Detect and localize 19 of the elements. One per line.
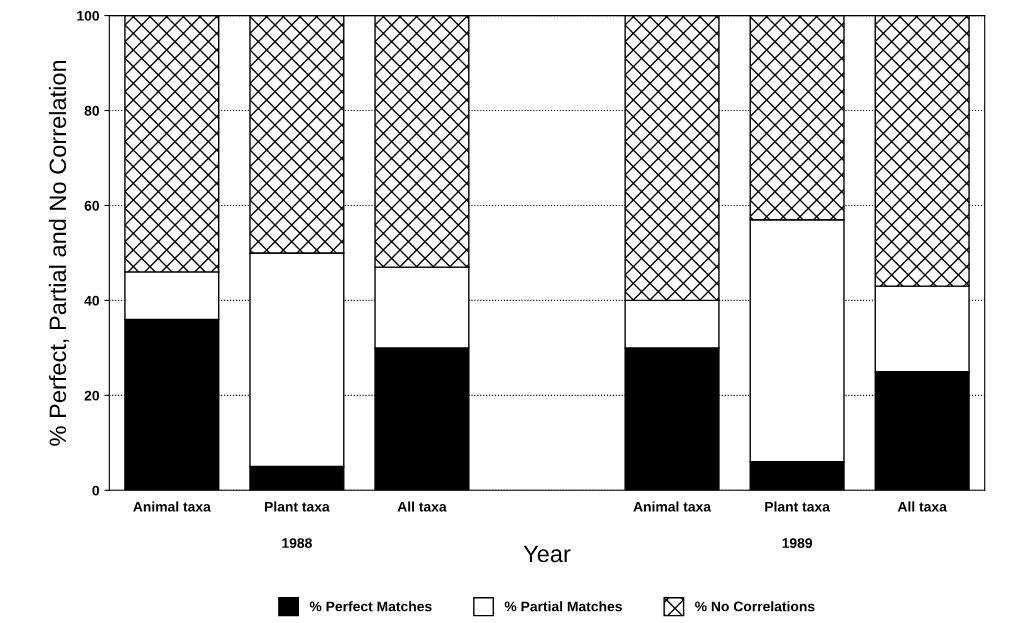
y-axis-title: % Perfect, Partial and No Correlation bbox=[48, 60, 69, 446]
x-tick-label: Plant taxa bbox=[265, 501, 330, 512]
x-tick-label: Plant taxa bbox=[765, 501, 830, 512]
text: 1989 bbox=[782, 538, 813, 548]
y-tick-label: 20 bbox=[84, 390, 100, 401]
y-tick-label: 100 bbox=[77, 10, 100, 21]
legend-label: % Perfect Matches bbox=[309, 601, 432, 612]
x-tick-label: Animal taxa bbox=[133, 501, 211, 512]
x-tick-label: All taxa bbox=[897, 501, 947, 512]
y-tick-label: 0 bbox=[92, 485, 100, 496]
legend-label: % No Correlations bbox=[695, 601, 815, 612]
x-tick-label: All taxa bbox=[397, 501, 447, 512]
x-tick-label: Animal taxa bbox=[633, 501, 712, 512]
x-axis-title: Year bbox=[523, 545, 571, 563]
y-tick-label: 60 bbox=[84, 200, 100, 211]
y-tick-label: 40 bbox=[84, 295, 100, 306]
text: 1988 bbox=[282, 538, 312, 548]
y-tick-label: 80 bbox=[84, 105, 100, 116]
legend-label: % Partial Matches bbox=[504, 601, 622, 612]
